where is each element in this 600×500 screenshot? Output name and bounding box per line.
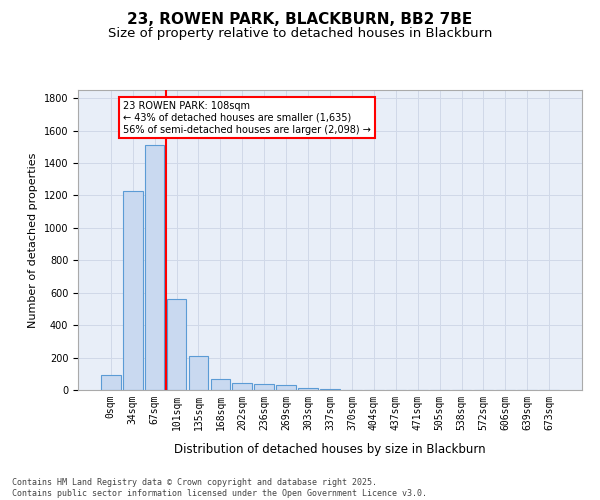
- Bar: [188, 356, 208, 390]
- Bar: [167, 299, 187, 390]
- Bar: [320, 389, 340, 390]
- Text: Contains HM Land Registry data © Crown copyright and database right 2025.
Contai: Contains HM Land Registry data © Crown c…: [12, 478, 427, 498]
- Bar: [276, 386, 296, 390]
- Text: Size of property relative to detached houses in Blackburn: Size of property relative to detached ho…: [108, 28, 492, 40]
- Bar: [232, 382, 252, 390]
- Bar: [211, 380, 230, 390]
- Bar: [298, 388, 318, 390]
- Bar: [254, 384, 274, 390]
- Text: 23 ROWEN PARK: 108sqm
← 43% of detached houses are smaller (1,635)
56% of semi-d: 23 ROWEN PARK: 108sqm ← 43% of detached …: [123, 102, 371, 134]
- Bar: [123, 190, 143, 390]
- Text: Distribution of detached houses by size in Blackburn: Distribution of detached houses by size …: [174, 442, 486, 456]
- Bar: [145, 145, 164, 390]
- Text: 23, ROWEN PARK, BLACKBURN, BB2 7BE: 23, ROWEN PARK, BLACKBURN, BB2 7BE: [127, 12, 473, 28]
- Bar: [101, 376, 121, 390]
- Y-axis label: Number of detached properties: Number of detached properties: [28, 152, 38, 328]
